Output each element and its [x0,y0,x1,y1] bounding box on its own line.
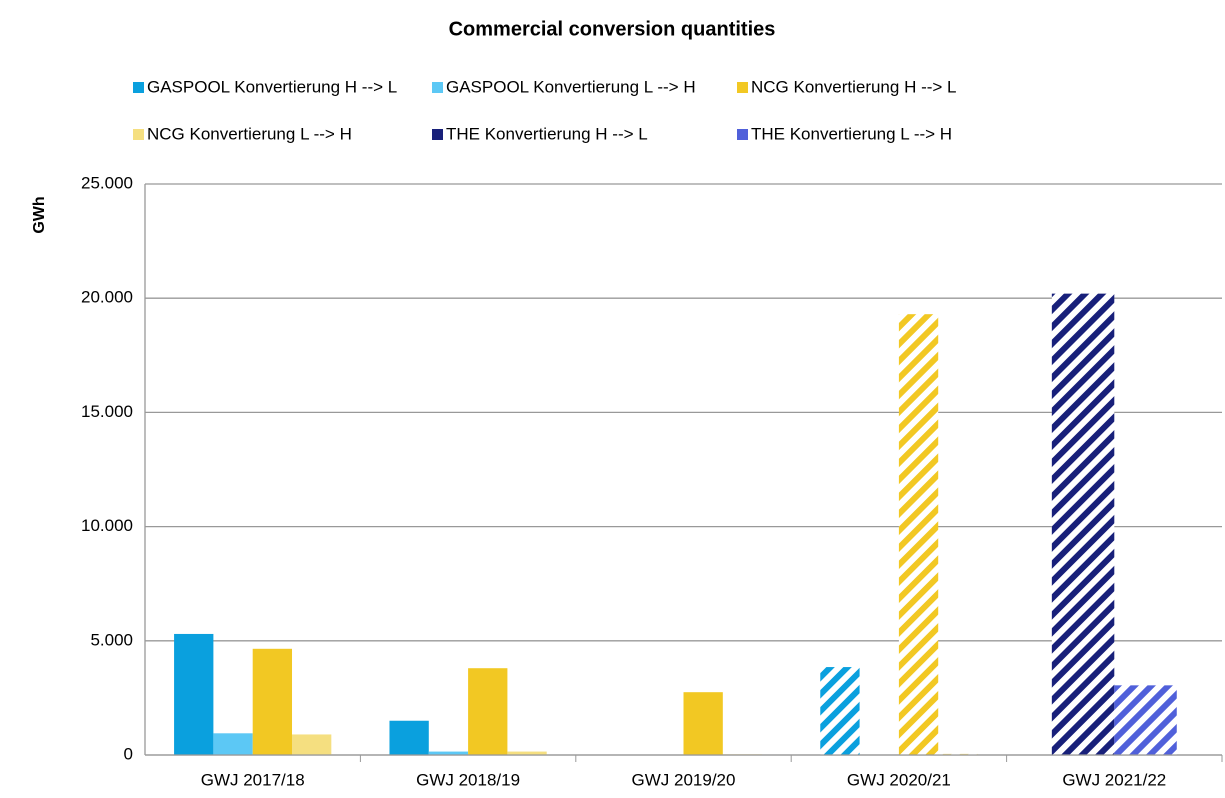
chart-title: Commercial conversion quantities [449,18,776,40]
bar [1051,293,1115,755]
x-tick-label: GWJ 2019/20 [632,770,736,789]
y-tick-label: 10.000 [81,516,133,535]
y-tick-label: 20.000 [81,288,133,307]
legend-swatch [432,82,443,93]
bar [683,692,723,755]
y-tick-label: 15.000 [81,402,133,421]
legend-swatch [133,129,144,140]
legend-label: NCG Konvertierung H --> L [751,77,957,96]
legend-label: THE Konvertierung H --> L [446,124,648,143]
bar [213,733,253,755]
bar [1114,685,1177,755]
bar [507,751,547,755]
legend-swatch [737,82,748,93]
y-tick-label: 25.000 [81,173,133,192]
y-axis-title: GWh [31,196,48,233]
legend-swatch [133,82,144,93]
legend-label: GASPOOL Konvertierung L --> H [446,77,696,96]
legend-label: THE Konvertierung L --> H [751,124,952,143]
legend-swatch [737,129,748,140]
bar [389,720,429,755]
y-tick-label: 5.000 [90,630,133,649]
bar [820,667,860,755]
legend-label: GASPOOL Konvertierung H --> L [147,77,397,96]
bar [428,751,469,755]
x-tick-label: GWJ 2017/18 [201,770,305,789]
legend-label: NCG Konvertierung L --> H [147,124,352,143]
x-tick-label: GWJ 2020/21 [847,770,951,789]
bar [174,633,214,755]
bar [252,648,293,755]
legend-swatch [432,129,443,140]
bar [468,668,508,755]
x-tick-label: GWJ 2018/19 [416,770,520,789]
x-tick-label: GWJ 2021/22 [1062,770,1166,789]
bar [898,314,939,755]
bar [292,734,332,755]
y-tick-label: 0 [124,744,133,763]
